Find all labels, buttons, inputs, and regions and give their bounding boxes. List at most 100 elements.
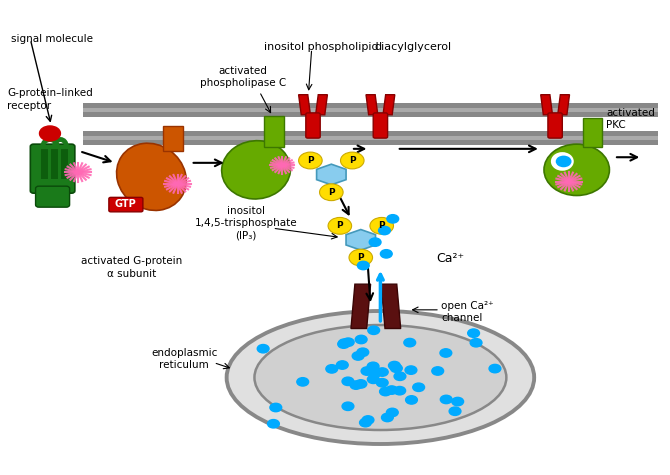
Circle shape: [267, 419, 279, 428]
Polygon shape: [351, 284, 371, 329]
Text: GTP: GTP: [115, 200, 137, 209]
Bar: [42, 149, 48, 179]
Text: inositol phospholipid: inositol phospholipid: [264, 41, 379, 51]
Ellipse shape: [226, 311, 534, 444]
Text: P: P: [349, 156, 356, 165]
Text: P: P: [336, 221, 343, 230]
Circle shape: [355, 335, 367, 344]
Circle shape: [370, 218, 393, 234]
Circle shape: [377, 379, 388, 387]
Circle shape: [405, 366, 417, 374]
Circle shape: [404, 338, 415, 347]
Bar: [82, 103, 659, 117]
Circle shape: [405, 396, 417, 404]
Circle shape: [357, 261, 369, 270]
Circle shape: [413, 383, 425, 391]
Ellipse shape: [551, 152, 574, 171]
Ellipse shape: [255, 325, 507, 430]
Circle shape: [299, 152, 322, 169]
Circle shape: [381, 413, 393, 422]
Circle shape: [350, 381, 362, 390]
FancyBboxPatch shape: [306, 113, 320, 138]
Circle shape: [377, 368, 388, 376]
Circle shape: [338, 339, 350, 347]
Circle shape: [386, 386, 397, 394]
Circle shape: [361, 367, 373, 375]
Circle shape: [369, 370, 381, 378]
Bar: [82, 108, 659, 113]
Circle shape: [367, 375, 379, 383]
Polygon shape: [163, 125, 183, 151]
Circle shape: [379, 226, 391, 235]
Circle shape: [489, 364, 501, 373]
Polygon shape: [541, 95, 553, 115]
Bar: [52, 149, 58, 179]
Circle shape: [357, 348, 368, 356]
Circle shape: [355, 380, 366, 388]
Ellipse shape: [117, 143, 186, 210]
Polygon shape: [366, 95, 378, 115]
Bar: [82, 131, 659, 145]
Circle shape: [342, 377, 354, 386]
Circle shape: [391, 364, 402, 372]
Text: Ca²⁺: Ca²⁺: [436, 252, 464, 265]
Circle shape: [387, 408, 398, 417]
Circle shape: [368, 326, 380, 334]
Text: activated
PKC: activated PKC: [606, 108, 655, 130]
Bar: [61, 149, 68, 179]
Circle shape: [394, 372, 406, 380]
FancyBboxPatch shape: [36, 186, 70, 207]
Circle shape: [470, 339, 482, 347]
Polygon shape: [346, 229, 375, 250]
Text: signal molecule: signal molecule: [11, 35, 92, 45]
Text: G-protein–linked
receptor: G-protein–linked receptor: [7, 88, 93, 111]
Circle shape: [369, 367, 381, 375]
Circle shape: [367, 362, 379, 370]
Polygon shape: [381, 284, 401, 329]
Text: inositol
1,4,5-trisphosphate
(IP₃): inositol 1,4,5-trisphosphate (IP₃): [195, 206, 297, 241]
Circle shape: [432, 367, 444, 375]
Bar: [82, 136, 659, 141]
Ellipse shape: [222, 141, 291, 199]
Circle shape: [452, 398, 464, 406]
Circle shape: [556, 156, 571, 167]
Circle shape: [342, 402, 354, 410]
Text: activated
phospholipase C: activated phospholipase C: [200, 66, 286, 88]
Text: P: P: [358, 253, 364, 262]
Circle shape: [389, 361, 400, 370]
Circle shape: [362, 416, 374, 424]
Polygon shape: [584, 118, 602, 146]
Polygon shape: [383, 95, 395, 115]
Polygon shape: [299, 95, 310, 115]
FancyBboxPatch shape: [548, 113, 562, 138]
Polygon shape: [264, 116, 283, 146]
Circle shape: [440, 349, 452, 357]
Circle shape: [349, 249, 373, 266]
FancyBboxPatch shape: [373, 113, 388, 138]
Ellipse shape: [544, 144, 610, 196]
Circle shape: [257, 344, 269, 353]
Circle shape: [394, 387, 405, 395]
Circle shape: [270, 403, 281, 412]
Circle shape: [360, 418, 371, 427]
FancyBboxPatch shape: [109, 198, 143, 212]
Circle shape: [387, 215, 399, 223]
Circle shape: [320, 184, 343, 200]
Circle shape: [380, 387, 391, 396]
Text: P: P: [379, 221, 385, 230]
FancyBboxPatch shape: [30, 144, 75, 193]
Text: endoplasmic
reticulum: endoplasmic reticulum: [151, 348, 217, 370]
Circle shape: [338, 340, 350, 348]
Text: activated G-protein
α subunit: activated G-protein α subunit: [81, 256, 182, 278]
Text: open Ca²⁺
channel: open Ca²⁺ channel: [442, 301, 494, 323]
Text: P: P: [307, 156, 314, 165]
Circle shape: [328, 218, 352, 234]
Circle shape: [40, 126, 60, 141]
Polygon shape: [316, 95, 328, 115]
Text: P: P: [328, 188, 334, 197]
Text: diacylglycerol: diacylglycerol: [375, 41, 452, 51]
Circle shape: [449, 407, 461, 416]
Circle shape: [369, 238, 381, 247]
Polygon shape: [557, 95, 570, 115]
Circle shape: [342, 338, 354, 346]
